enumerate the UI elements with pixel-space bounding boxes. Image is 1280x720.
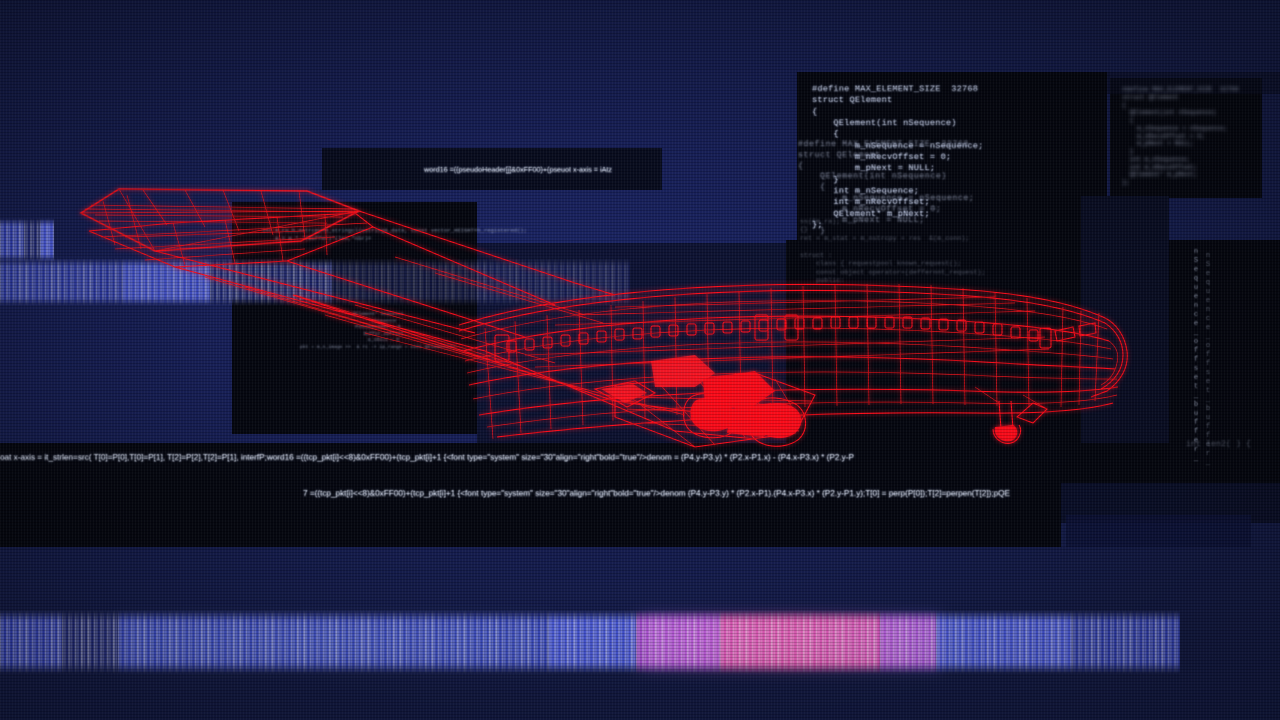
landing-gear: [974, 386, 1048, 444]
vertical-ticker-right: nSequence_offset_buffer_: [1192, 248, 1200, 464]
aircraft-wireframe-svg: [78, 187, 1128, 448]
panel-right-edge: [1169, 240, 1280, 455]
panel-ticker-top: [322, 148, 662, 190]
panel-bottom-blue-slab: [1066, 515, 1251, 547]
code-panel-main: #define MAX_ELEMENT_SIZE 32768 struct QE…: [812, 84, 984, 231]
panel-ticker-wide-lower: [0, 483, 1061, 547]
code-panel-right-glitch: #define MAX_ELEMENT_SIZE 32768 struct QE…: [1122, 86, 1239, 187]
ticker-mid-text: oat x-axis = it_strlen=src( T[0]=P[0],T[…: [0, 453, 854, 462]
panel-top-right-code: [797, 72, 1107, 240]
fuselage-hatching: [524, 296, 1050, 368]
panel-top-right-extension: [1107, 72, 1280, 94]
data-band-upper-left: [0, 218, 54, 262]
engines: [682, 392, 807, 447]
fuselage-doors: [494, 314, 1052, 362]
ticker-low-text: 7 =((tcp_pkt[i]<<8)&0xFF00)+(tcp_pkt[i]+…: [303, 489, 1010, 498]
code-panel-lower: ss(&m_ra); {} ret = m_stat = m_nstrcpy =…: [800, 218, 986, 285]
fuselage: [458, 283, 1128, 440]
cabin-windows: [506, 316, 1097, 353]
aircraft-wireframe: [55, 165, 1130, 455]
data-band-midscreen: [330, 258, 630, 306]
status-right-label: int len2( ) {: [1186, 440, 1252, 449]
tail-fin: [78, 187, 375, 268]
vertical-ticker-right-2: nSequence_offset_buffer_: [1204, 252, 1212, 468]
code-panel-overlap: #define MAX_ELEMENT_SIZE 32768 struct QE…: [798, 140, 975, 236]
panel-ticker-wide-upper: [0, 443, 1280, 483]
data-band-main-bottom: [0, 610, 1180, 674]
ticker-top-text: word16 =((pseudoHeader[j]&0xFF00)+(pseuo…: [424, 165, 612, 174]
panel-right-column: [786, 240, 1081, 455]
data-band-behind-wing: [0, 258, 332, 306]
panel-top-right-glitch: [1110, 78, 1262, 198]
rear-pylons: [593, 380, 657, 408]
